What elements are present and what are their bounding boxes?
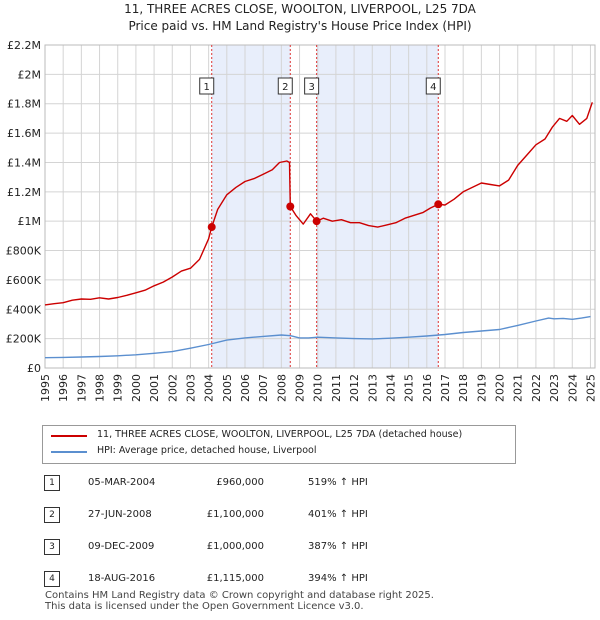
x-tick-label: 2010: [312, 374, 325, 402]
x-tick-label: 1996: [57, 374, 70, 402]
x-tick-label: 2020: [494, 374, 507, 402]
sale-price: £1,000,000: [206, 541, 264, 552]
legend-label-property: 11, THREE ACRES CLOSE, WOOLTON, LIVERPOO…: [97, 429, 463, 440]
property-price-line: [44, 102, 593, 306]
sale-number: 3: [44, 539, 60, 555]
sale-marker-label: 2: [282, 82, 288, 93]
sale-number: 4: [44, 571, 60, 587]
sale-date: 09-DEC-2009: [88, 541, 155, 552]
sale-marker-box: [425, 77, 441, 95]
y-tick-label: £1.2M: [7, 186, 41, 199]
x-tick-label: 2002: [166, 374, 179, 402]
y-tick-label: £2.2M: [7, 39, 41, 52]
sale-date: 27-JUN-2008: [88, 509, 152, 520]
footer-copyright: Contains HM Land Registry data © Crown c…: [45, 590, 434, 601]
sale-marker-box: [304, 77, 320, 95]
x-tick-label: 2003: [184, 374, 197, 402]
sale-period-shading: [211, 45, 291, 368]
x-tick-label: 2019: [475, 374, 488, 402]
sale-hpi-change: 387% ↑ HPI: [308, 541, 368, 552]
y-tick-label: £1.8M: [7, 98, 41, 111]
y-tick-label: £1.4M: [7, 156, 41, 169]
sale-hpi-change: 519% ↑ HPI: [308, 477, 368, 488]
x-tick-label: 2005: [221, 374, 234, 402]
sale-hpi-change: 394% ↑ HPI: [308, 573, 368, 584]
sale-row: 3 09-DEC-2009 £1,000,000 387% ↑ HPI: [42, 539, 582, 557]
legend-label-hpi: HPI: Average price, detached house, Live…: [97, 445, 317, 456]
sale-price: £1,100,000: [206, 509, 264, 520]
hpi-line: [44, 315, 591, 359]
x-tick-label: 2009: [294, 374, 307, 402]
x-tick-label: 2017: [439, 374, 452, 402]
y-tick-label: £600K: [6, 274, 42, 287]
sale-date: 05-MAR-2004: [88, 477, 156, 488]
y-tick-label: £0: [27, 362, 41, 375]
x-tick-label: 2022: [530, 374, 543, 402]
footer: Contains HM Land Registry data © Crown c…: [45, 590, 434, 612]
x-tick-label: 1995: [39, 374, 52, 402]
x-tick-label: 2013: [366, 374, 379, 402]
x-tick-label: 1998: [94, 374, 107, 402]
price-chart: £0 £200K £400K £600K £800K £1M £1.2M £1.4M £1.6M…: [6, 39, 598, 402]
x-tick-label: 2011: [330, 374, 343, 402]
sale-marker-label: 4: [430, 82, 436, 93]
sale-point: [434, 200, 443, 209]
sale-marker-label: 1: [204, 82, 210, 93]
x-tick-label: 1999: [112, 374, 125, 402]
x-tick-label: 2006: [239, 374, 252, 402]
sale-hpi-change: 401% ↑ HPI: [308, 509, 368, 520]
x-tick-label: 2024: [566, 374, 579, 402]
x-tick-label: 2007: [257, 374, 270, 402]
sale-row: 4 18-AUG-2016 £1,115,000 394% ↑ HPI: [42, 571, 582, 589]
x-tick-label: 2001: [148, 374, 161, 402]
sale-price: £960,000: [216, 477, 264, 488]
x-tick-label: 2000: [130, 374, 143, 402]
y-tick-label: £1M: [18, 215, 42, 228]
y-tick-label: £200K: [6, 333, 42, 346]
x-tick-label: 2018: [457, 374, 470, 402]
sale-marker-box: [277, 77, 293, 95]
sale-row: 2 27-JUN-2008 £1,100,000 401% ↑ HPI: [42, 507, 582, 525]
legend-swatch-hpi: [51, 451, 87, 453]
y-tick-label: £2M: [18, 68, 42, 81]
sale-price: £1,115,000: [206, 573, 264, 584]
chart-title: 11, THREE ACRES CLOSE, WOOLTON, LIVERPOO…: [124, 2, 476, 16]
y-tick-label: £1.6M: [7, 127, 41, 140]
sale-row: 1 05-MAR-2004 £960,000 519% ↑ HPI: [42, 475, 582, 493]
x-tick-label: 1997: [75, 374, 88, 402]
sale-marker-label: 3: [308, 82, 314, 93]
x-tick-label: 2023: [548, 374, 561, 402]
x-tick-label: 2004: [203, 374, 216, 402]
x-tick-label: 2012: [348, 374, 361, 402]
x-tick-label: 2021: [512, 374, 525, 402]
y-tick-label: £800K: [6, 245, 42, 258]
legend-swatch-property: [51, 435, 87, 437]
y-tick-label: £400K: [6, 303, 42, 316]
sale-date: 18-AUG-2016: [88, 573, 156, 584]
x-tick-label: 2008: [275, 374, 288, 402]
sale-number: 1: [44, 475, 60, 491]
sale-point: [312, 217, 321, 226]
footer-licence: This data is licensed under the Open Gov…: [45, 601, 364, 612]
x-tick-label: 2015: [403, 374, 416, 402]
sale-number: 2: [44, 507, 60, 523]
x-tick-label: 2025: [584, 374, 597, 402]
plot-border: [44, 44, 596, 369]
chart-subtitle: Price paid vs. HM Land Registry's House …: [128, 19, 472, 33]
sale-point: [207, 223, 216, 232]
x-tick-label: 2016: [421, 374, 434, 402]
sale-period-shading: [316, 45, 439, 368]
sale-point: [286, 202, 295, 211]
chart-legend: 11, THREE ACRES CLOSE, WOOLTON, LIVERPOO…: [42, 425, 516, 464]
x-tick-label: 2014: [384, 374, 397, 402]
sale-marker-box: [199, 77, 215, 95]
